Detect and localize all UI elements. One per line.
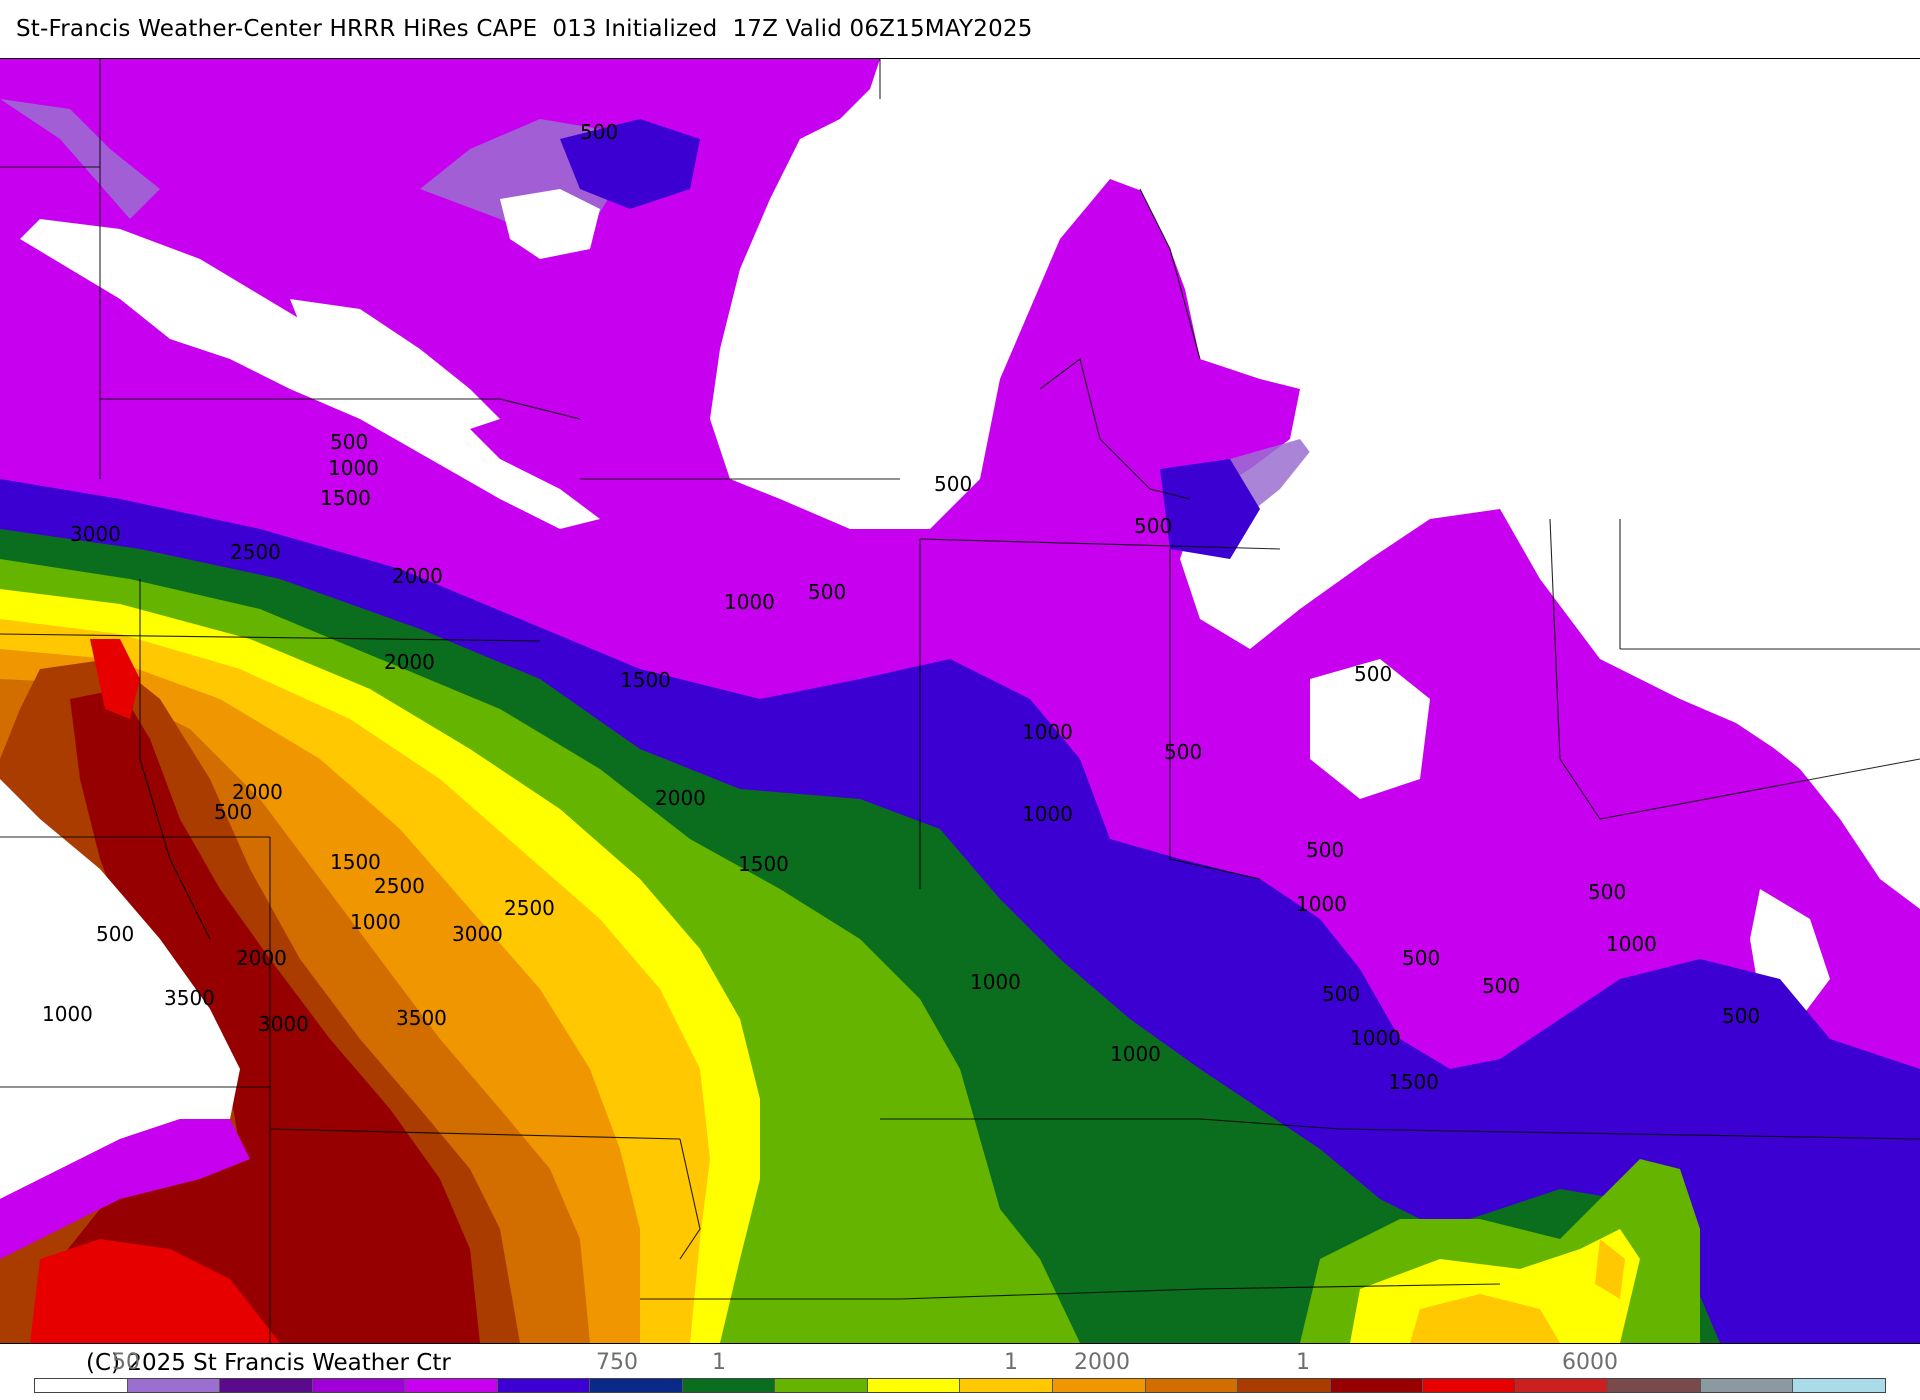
legend-tick-label: 2000 <box>1074 1350 1130 1375</box>
contour-label: 1500 <box>620 668 671 692</box>
legend-tick-label: 1 <box>1004 1350 1018 1375</box>
contour-label: 1000 <box>724 590 775 614</box>
contour-label: 500 <box>1722 1004 1760 1028</box>
contour-label: 500 <box>1134 514 1172 538</box>
contour-label: 2500 <box>374 874 425 898</box>
colorbar-swatch <box>405 1379 498 1392</box>
contour-label: 3000 <box>258 1012 309 1036</box>
contour-label: 2000 <box>232 780 283 804</box>
great-lakes-white <box>740 59 1920 879</box>
contour-label: 500 <box>1164 740 1202 764</box>
colorbar-swatch <box>1608 1379 1701 1392</box>
colorbar-swatch <box>1793 1379 1885 1392</box>
colorbar-swatch <box>1053 1379 1146 1392</box>
contour-label: 1000 <box>1022 720 1073 744</box>
colorbar-swatch <box>775 1379 868 1392</box>
colorbar-swatch <box>1515 1379 1609 1392</box>
contour-label: 1000 <box>1022 802 1073 826</box>
contour-label: 1000 <box>1110 1042 1161 1066</box>
contour-label: 1500 <box>738 852 789 876</box>
colorbar-swatch <box>220 1379 313 1392</box>
contour-label: 2500 <box>504 896 555 920</box>
contour-label: 500 <box>1482 974 1520 998</box>
contour-label: 500 <box>580 120 618 144</box>
contour-label: 3500 <box>164 986 215 1010</box>
cape-region-red <box>30 1239 280 1343</box>
legend-area: (C) 2025 St Francis Weather Ctr 50 750 1… <box>0 1342 1920 1400</box>
legend-tick-label: 750 <box>596 1350 638 1375</box>
contour-label: 3500 <box>396 1006 447 1030</box>
contour-label: 500 <box>934 472 972 496</box>
contour-label: 2000 <box>392 564 443 588</box>
contour-label: 500 <box>330 430 368 454</box>
copyright-credit: (C) 2025 St Francis Weather Ctr <box>86 1350 451 1376</box>
low-cape-white-3 <box>500 189 600 259</box>
contour-label: 1000 <box>42 1002 93 1026</box>
colorbar-swatch <box>682 1379 776 1392</box>
legend-tick-label: 1 <box>712 1350 726 1375</box>
contour-label: 2000 <box>384 650 435 674</box>
contour-label: 500 <box>1354 662 1392 686</box>
southwest-magenta-rim <box>0 1119 250 1259</box>
southeast-white-patch <box>1310 659 1430 799</box>
contour-label: 500 <box>1306 838 1344 862</box>
contour-label: 2000 <box>655 786 706 810</box>
cape-colorbar <box>34 1378 1886 1393</box>
colorbar-swatch <box>590 1379 683 1392</box>
colorbar-swatch <box>127 1379 221 1392</box>
legend-tick-label: 6000 <box>1562 1350 1618 1375</box>
colorbar-swatch <box>1330 1379 1424 1392</box>
contour-label: 500 <box>1322 982 1360 1006</box>
colorbar-swatch <box>960 1379 1054 1392</box>
map-borders <box>0 59 1920 1343</box>
colorbar-swatch <box>35 1379 128 1392</box>
cape-fill-layers <box>0 59 1920 1343</box>
contour-label: 500 <box>1402 946 1440 970</box>
contour-label: 1000 <box>970 970 1021 994</box>
contour-label: 1500 <box>330 850 381 874</box>
contour-labels: 500 500 1000 1500 3000 2500 2000 2000 20… <box>42 120 1760 1094</box>
colorbar-swatch <box>1145 1379 1239 1392</box>
contour-label: 1500 <box>1388 1070 1439 1094</box>
colorbar-swatch <box>1238 1379 1331 1392</box>
colorbar-swatch <box>867 1379 961 1392</box>
contour-label: 1000 <box>1296 892 1347 916</box>
contour-label: 500 <box>96 922 134 946</box>
contour-label: 2500 <box>230 540 281 564</box>
cape-region-red-2 <box>90 639 140 719</box>
colorbar-swatch <box>1700 1379 1794 1392</box>
colorbar-swatch <box>497 1379 591 1392</box>
contour-label: 2000 <box>236 946 287 970</box>
low-cape-white-2 <box>290 299 500 429</box>
southwest-white <box>0 779 240 1199</box>
contour-label: 1000 <box>1350 1026 1401 1050</box>
cape-region-blue-northeast <box>560 119 1260 559</box>
contour-label: 500 <box>808 580 846 604</box>
cape-map-canvas: 500 500 1000 1500 3000 2500 2000 2000 20… <box>0 59 1920 1343</box>
contour-label: 3000 <box>452 922 503 946</box>
cape-region-se-gold <box>1410 1239 1625 1343</box>
contour-label: 1500 <box>320 486 371 510</box>
cape-map: 500 500 1000 1500 3000 2500 2000 2000 20… <box>0 58 1920 1344</box>
colorbar-swatch <box>312 1379 406 1392</box>
contour-label: 1000 <box>350 910 401 934</box>
low-cape-white-1 <box>20 219 600 529</box>
legend-tick-label: 50 <box>112 1350 140 1375</box>
contour-label: 500 <box>1588 880 1626 904</box>
contour-label: 1000 <box>328 456 379 480</box>
contour-label: 1000 <box>1606 932 1657 956</box>
contour-label: 3000 <box>70 522 121 546</box>
legend-tick-label: 1 <box>1296 1350 1310 1375</box>
contour-label: 500 <box>214 800 252 824</box>
colorbar-swatch <box>1423 1379 1516 1392</box>
map-title: St-Francis Weather-Center HRRR HiRes CAP… <box>16 16 1033 42</box>
